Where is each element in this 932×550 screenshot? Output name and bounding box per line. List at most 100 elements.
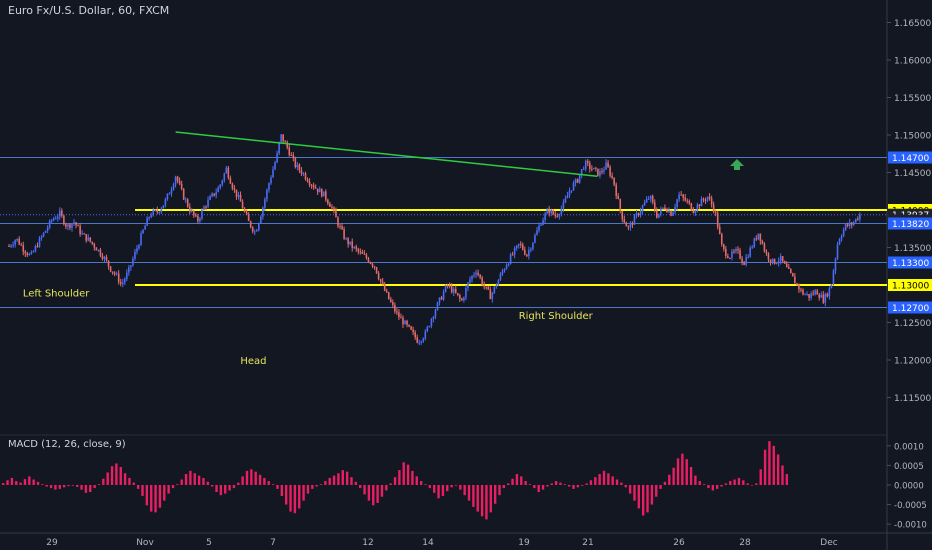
macd-bar xyxy=(585,483,588,485)
candle-body xyxy=(625,222,628,227)
macd-bar xyxy=(385,484,388,491)
candle-body xyxy=(820,294,823,298)
macd-bar xyxy=(202,477,205,485)
candle-body xyxy=(534,235,536,243)
candle-body xyxy=(184,199,187,201)
macd-bar xyxy=(559,482,562,485)
candle-body xyxy=(690,203,693,211)
macd-indicator-label[interactable]: MACD (12, 26, close, 9) xyxy=(8,439,126,450)
candle-body xyxy=(164,199,167,206)
price-axis[interactable]: 1.16500 1.16000 1.15500 1.15000 1.14500 1.135… xyxy=(887,19,932,531)
candle-body xyxy=(150,215,152,218)
candle-body xyxy=(126,272,128,280)
macd-bar xyxy=(210,484,214,487)
candle-body xyxy=(394,304,396,312)
annotation-label: Left Shoulder xyxy=(23,288,90,299)
candle-body xyxy=(720,234,723,245)
candle-body xyxy=(71,223,73,228)
candle-body xyxy=(448,285,451,287)
macd-bar xyxy=(406,464,410,485)
candle-body xyxy=(759,233,762,242)
candle-body xyxy=(739,250,741,259)
candle-body xyxy=(398,312,400,318)
candle-body xyxy=(499,273,502,281)
macd-bar xyxy=(567,484,571,487)
candle-body xyxy=(848,222,851,226)
candle-body xyxy=(111,271,114,273)
candle-body xyxy=(351,241,354,248)
price-tag xyxy=(888,279,932,291)
candle-body xyxy=(854,218,857,223)
candle-body xyxy=(607,162,609,168)
candle-body xyxy=(859,214,861,220)
macd-bar xyxy=(6,480,9,485)
candle-body xyxy=(327,199,329,204)
price-tick-label: 1.15500 xyxy=(894,94,931,104)
candle-body xyxy=(536,230,538,236)
candle-body xyxy=(432,316,435,319)
candle-body xyxy=(603,169,605,172)
macd-bar xyxy=(132,482,136,485)
macd-bar xyxy=(454,484,458,486)
candle-body xyxy=(304,173,307,180)
candle-body xyxy=(785,263,788,268)
candle-body xyxy=(838,239,841,245)
candle-body xyxy=(450,285,453,293)
macd-bar xyxy=(176,484,179,485)
candle-body xyxy=(816,290,819,295)
candle-body xyxy=(178,180,181,184)
candle-body xyxy=(85,234,88,241)
candle-body xyxy=(274,162,276,170)
price-tick-label: 1.14500 xyxy=(894,169,931,179)
candle-body xyxy=(584,161,587,169)
time-axis[interactable]: 29 Nov 5 7 12 14 19 21 26 28 Dec xyxy=(46,538,837,548)
candle-body xyxy=(497,280,500,286)
candle-body xyxy=(77,225,79,227)
macd-bar xyxy=(345,471,349,485)
candle-body xyxy=(773,258,776,264)
candle-body xyxy=(225,167,228,174)
macd-bar xyxy=(594,477,597,485)
candle-body xyxy=(824,293,827,303)
candle-body xyxy=(479,274,481,278)
candle-body xyxy=(231,183,234,189)
candle-body xyxy=(670,210,672,216)
candle-body xyxy=(653,202,656,211)
candle-body xyxy=(24,251,27,254)
macd-bar xyxy=(755,483,758,485)
candle-body xyxy=(61,210,63,216)
candle-body xyxy=(18,238,21,245)
candle-body xyxy=(852,222,855,225)
macd-bar xyxy=(145,484,149,506)
candle-body xyxy=(568,191,571,196)
candle-body xyxy=(233,188,236,190)
macd-bar xyxy=(306,484,310,494)
candle-body xyxy=(422,338,425,342)
macd-bar xyxy=(128,477,131,485)
candle-body xyxy=(331,206,333,208)
candle-body xyxy=(580,169,583,175)
candle-body xyxy=(556,216,559,218)
candle-body xyxy=(379,279,382,282)
candle-body xyxy=(588,162,591,169)
candle-body xyxy=(32,251,35,253)
candle-body xyxy=(812,293,814,295)
candle-body xyxy=(700,198,703,207)
candle-body xyxy=(546,209,548,214)
candle-body xyxy=(258,223,260,231)
candle-body xyxy=(446,285,449,287)
macd-bar xyxy=(493,484,497,504)
candle-body xyxy=(396,311,398,313)
candle-body xyxy=(505,265,508,270)
candle-body xyxy=(103,257,106,259)
macd-bar xyxy=(206,481,210,485)
candle-body xyxy=(617,196,620,200)
candle-body xyxy=(792,272,794,277)
candle-body xyxy=(741,258,743,263)
time-tick-label: 19 xyxy=(518,538,530,548)
candle-body xyxy=(729,257,731,259)
macd-bar xyxy=(93,484,96,489)
candle-body xyxy=(345,238,347,240)
candle-body xyxy=(694,210,697,213)
